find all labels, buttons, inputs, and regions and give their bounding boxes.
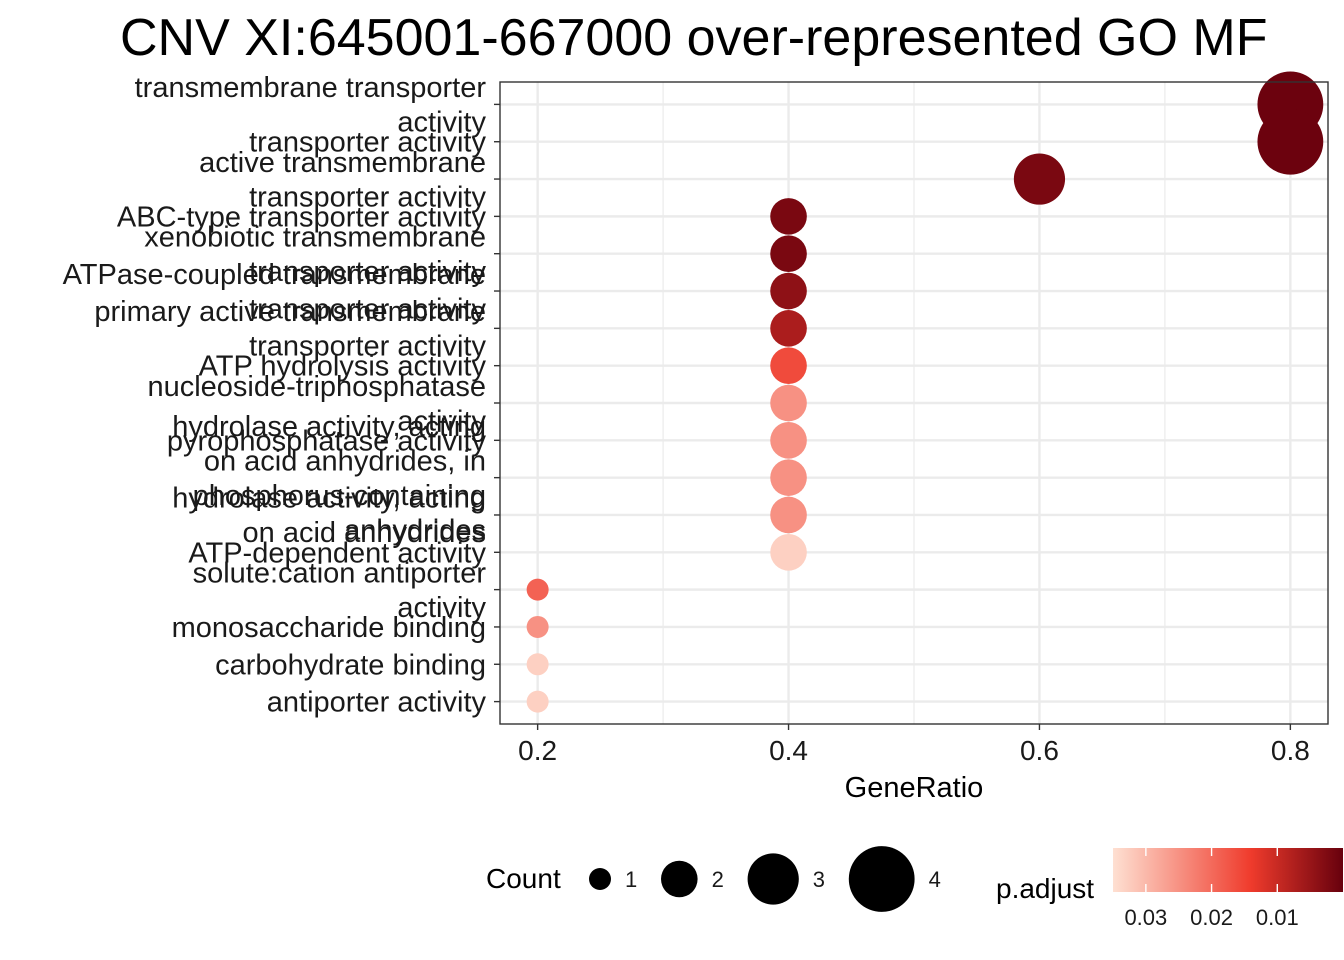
count-legend-label: 1 — [625, 867, 637, 892]
data-point — [526, 690, 549, 713]
x-axis: 0.2 0.4 0.6 0.8 — [518, 724, 1310, 766]
data-point — [770, 198, 807, 235]
data-point — [770, 347, 807, 384]
count-legend-label: 4 — [929, 867, 941, 892]
y-tick-label: ATPase-coupled transmembrane transporter … — [63, 259, 487, 326]
plot-panel — [499, 71, 1329, 725]
x-axis-title: GeneRatio — [845, 772, 984, 804]
data-points — [526, 71, 1324, 713]
y-tick-label: pyrophosphatase activity — [167, 425, 487, 457]
y-tick-label: ATP hydrolysis activity — [199, 351, 487, 383]
y-tick-label: ATP-dependent activity — [188, 537, 486, 569]
count-legend-label: 3 — [813, 867, 825, 892]
data-point — [770, 310, 807, 347]
y-axis: transmembrane transporter activitytranspo… — [63, 72, 500, 719]
colorbar-tick-label: 0.03 — [1124, 905, 1167, 930]
data-point — [526, 653, 549, 676]
data-point — [770, 496, 807, 534]
y-tick-label: carbohydrate binding — [215, 649, 486, 681]
count-legend-key — [848, 846, 915, 912]
data-point — [526, 578, 549, 601]
data-point — [770, 534, 807, 571]
y-tick-label: ABC-type transporter activity — [117, 201, 487, 233]
colorbar-tick-label: 0.02 — [1190, 905, 1233, 930]
y-tick-label: antiporter activity — [267, 687, 487, 719]
gridlines — [500, 82, 1328, 724]
data-point — [1013, 153, 1066, 205]
y-tick-label: primary active transmembrane transporter … — [94, 296, 486, 363]
data-point — [770, 422, 807, 459]
count-legend: Count 1 2 3 4 — [486, 846, 941, 912]
count-legend-title: Count — [486, 863, 561, 894]
x-tick-label: 0.8 — [1271, 735, 1310, 766]
count-legend-key — [589, 868, 611, 890]
y-tick-label: active transmembrane transporter activity — [199, 147, 486, 214]
data-point — [770, 459, 807, 496]
colorbar-tick-label: 0.01 — [1256, 905, 1299, 930]
y-tick-label: xenobiotic transmembrane transporter acti… — [144, 221, 486, 287]
count-legend-label: 2 — [712, 867, 724, 892]
y-tick-label: nucleoside-triphosphatase activity — [147, 371, 486, 438]
y-tick-label: transmembrane transporter activity — [135, 72, 487, 139]
data-point — [1257, 108, 1324, 175]
y-tick-label: hydrolase activity, acting on acid anhydr… — [172, 483, 486, 550]
data-point — [526, 615, 549, 638]
y-tick-label: transporter activity — [249, 127, 486, 159]
p-adjust-legend-title: p.adjust — [996, 873, 1094, 904]
x-tick-label: 0.6 — [1020, 735, 1059, 766]
chart-title: CNV XI:645001-667000 over-represented GO… — [120, 9, 1267, 67]
data-point — [770, 384, 807, 422]
data-point — [770, 272, 807, 310]
count-legend-key — [747, 853, 799, 905]
y-tick-label: monosaccharide binding — [172, 612, 486, 644]
p-adjust-legend: p.adjust 0.03 0.02 0.01 — [996, 848, 1343, 930]
x-tick-label: 0.2 — [518, 735, 557, 766]
y-tick-label: hydrolase activity, acting on acid anhydr… — [172, 411, 486, 547]
p-adjust-colorbar — [1113, 848, 1343, 892]
x-tick-label: 0.4 — [769, 735, 808, 766]
count-legend-key — [661, 860, 698, 898]
data-point — [770, 235, 807, 272]
y-tick-label: solute:cation antiporter activity — [193, 557, 487, 624]
